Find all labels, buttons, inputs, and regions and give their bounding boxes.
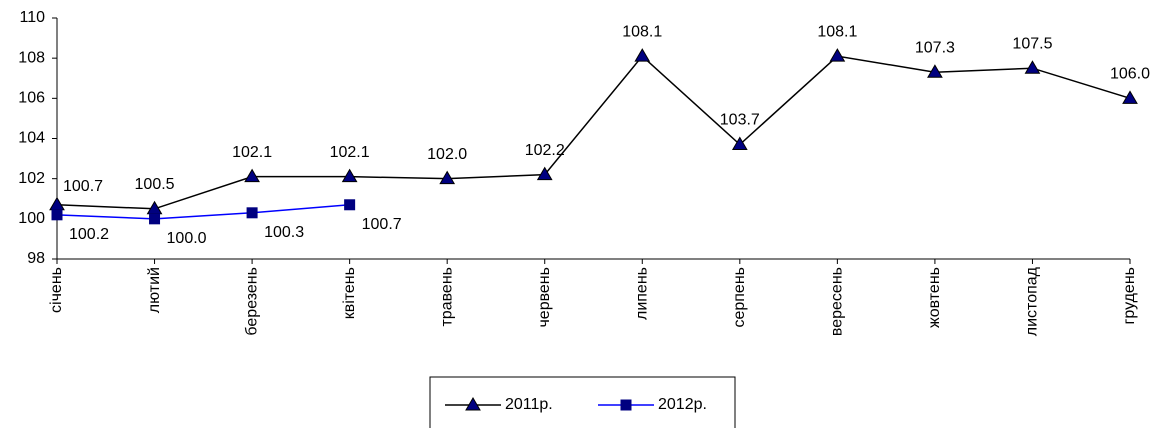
legend-label: 2011р. <box>505 396 553 413</box>
y-tick-label: 102 <box>18 170 45 187</box>
marker <box>244 168 260 183</box>
marker <box>1024 60 1041 74</box>
marker <box>731 136 748 151</box>
y-tick-label: 108 <box>18 49 45 66</box>
marker <box>246 207 258 219</box>
data-label: 103.7 <box>720 112 760 129</box>
x-tick-label: липень <box>633 267 650 320</box>
marker <box>344 199 356 211</box>
data-label: 100.0 <box>167 230 207 247</box>
data-label: 106.0 <box>1110 66 1150 83</box>
data-label: 100.5 <box>135 176 175 193</box>
x-tick-label: січень <box>48 267 65 313</box>
series-line <box>56 55 1131 210</box>
x-tick-label: червень <box>536 267 553 328</box>
x-tick-label: листопад <box>1024 266 1041 336</box>
x-tick-label: жовтень <box>926 267 943 328</box>
x-tick-label: серпень <box>731 267 748 328</box>
y-tick-label: 106 <box>18 90 45 107</box>
x-tick-label: травень <box>438 267 455 327</box>
data-label: 100.2 <box>69 226 109 243</box>
data-label: 100.7 <box>362 216 402 233</box>
marker <box>634 48 651 62</box>
data-label: 108.1 <box>817 23 857 40</box>
y-tick-label: 110 <box>19 9 45 26</box>
marker <box>927 64 943 78</box>
y-tick-label: 100 <box>18 210 45 227</box>
series-line <box>56 204 350 220</box>
marker <box>829 48 846 62</box>
data-label: 102.1 <box>330 144 370 161</box>
legend-box <box>429 376 736 428</box>
x-tick-label: вересень <box>829 267 846 336</box>
data-label: 102.1 <box>232 144 272 161</box>
x-tick-label: березень <box>243 267 260 336</box>
legend-label: 2012р. <box>658 396 707 413</box>
data-label: 107.5 <box>1012 35 1052 52</box>
data-label: 102.0 <box>427 146 467 163</box>
marker <box>149 213 161 225</box>
x-tick-label: лютий <box>146 267 163 313</box>
marker <box>341 168 358 183</box>
marker <box>51 209 63 221</box>
legend-marker <box>620 399 632 411</box>
legend-marker <box>465 397 481 411</box>
marker <box>536 166 553 181</box>
marker <box>1122 90 1138 104</box>
data-label: 100.7 <box>63 178 103 195</box>
data-label: 100.3 <box>264 224 304 241</box>
data-label: 107.3 <box>915 39 955 56</box>
y-tick-label: 98 <box>27 250 45 267</box>
x-tick-label: квітень <box>341 267 358 319</box>
marker <box>49 196 65 211</box>
marker <box>439 170 456 185</box>
x-tick-label: грудень <box>1121 267 1138 324</box>
data-label: 102.2 <box>525 142 565 159</box>
data-label: 108.1 <box>622 23 662 40</box>
y-tick-label: 104 <box>18 130 45 147</box>
